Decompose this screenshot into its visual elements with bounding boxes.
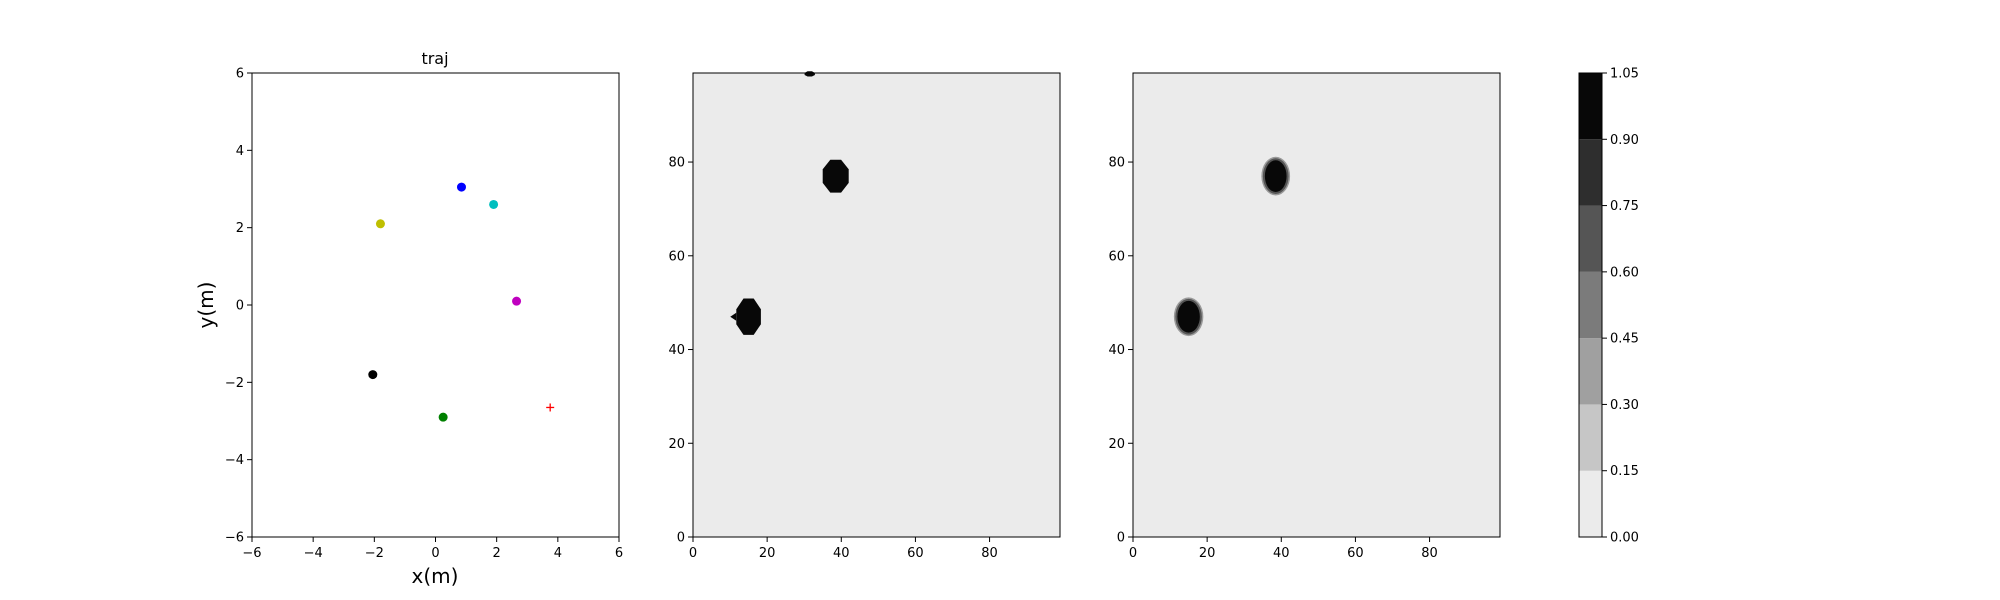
blob-notch bbox=[730, 312, 737, 321]
colorbar-band bbox=[1579, 404, 1602, 471]
y-axis-label: y(m) bbox=[194, 282, 218, 329]
colorbar-tick-label: 0.90 bbox=[1610, 133, 1639, 148]
traj-scatter-panel: traj −6 −4 −2 0 2 4 6 −6 −4 −2 0 2 4 6 x(m) y(m) bbox=[194, 49, 623, 588]
colorbar-tick-label: 0.75 bbox=[1610, 199, 1639, 214]
x-tick-label: 60 bbox=[1347, 546, 1364, 561]
axes-frame bbox=[692, 72, 1061, 538]
y-tick-label: 20 bbox=[1108, 437, 1125, 452]
x-tick-label: 40 bbox=[833, 546, 850, 561]
blob bbox=[736, 298, 761, 335]
y-tick-label: 20 bbox=[668, 437, 685, 452]
colorbar-band bbox=[1579, 338, 1602, 405]
x-tick-label: 2 bbox=[493, 546, 501, 561]
x-tick-label: 40 bbox=[1273, 546, 1290, 561]
x-tick-label: 0 bbox=[1129, 546, 1137, 561]
y-tick-label: −6 bbox=[225, 531, 244, 546]
y-tick-label: 80 bbox=[668, 156, 685, 171]
x-axis-ticks: 0 20 40 60 80 bbox=[1129, 537, 1438, 561]
colorbar-band bbox=[1579, 470, 1602, 537]
colorbar-ticks: 0.00 0.15 0.30 0.45 0.60 0.75 0.90 1.05 bbox=[1602, 67, 1639, 546]
colorbar-frame bbox=[1578, 72, 1603, 538]
blob-core bbox=[1177, 300, 1200, 333]
colorbar-tick-label: 0.30 bbox=[1610, 398, 1639, 413]
x-tick-label: −2 bbox=[365, 546, 384, 561]
x-tick-label: −4 bbox=[304, 546, 323, 561]
scatter-points bbox=[368, 182, 555, 422]
y-tick-label: 0 bbox=[1117, 531, 1125, 546]
colorbar-band bbox=[1579, 73, 1602, 140]
x-tick-label: 20 bbox=[759, 546, 776, 561]
y-tick-label: 0 bbox=[677, 531, 685, 546]
x-tick-label: 6 bbox=[615, 546, 623, 561]
y-axis-ticks: 0 20 40 60 80 bbox=[1108, 156, 1133, 546]
x-tick-label: 20 bbox=[1199, 546, 1216, 561]
y-tick-label: 0 bbox=[236, 299, 244, 314]
y-axis-ticks: −6 −4 −2 0 2 4 6 bbox=[225, 67, 252, 546]
blob-core bbox=[1264, 160, 1287, 192]
y-tick-label: 60 bbox=[1108, 249, 1125, 264]
scatter-point bbox=[512, 296, 522, 306]
y-tick-label: 80 bbox=[1108, 156, 1125, 171]
x-tick-label: 0 bbox=[431, 546, 439, 561]
axes-frame bbox=[1132, 72, 1501, 538]
colorbar-band bbox=[1579, 271, 1602, 339]
x-tick-label: 4 bbox=[554, 546, 562, 561]
scatter-point bbox=[456, 182, 466, 192]
scatter-point bbox=[489, 199, 499, 209]
scatter-point bbox=[438, 412, 448, 422]
y-tick-label: 40 bbox=[1108, 343, 1125, 358]
colorbar-tick-label: 0.60 bbox=[1610, 265, 1639, 280]
heatmap-blobs bbox=[1173, 156, 1291, 337]
plus-marker bbox=[546, 403, 555, 412]
y-tick-label: −4 bbox=[225, 453, 244, 468]
x-tick-label: 60 bbox=[907, 546, 924, 561]
heatmap-blobs bbox=[730, 71, 849, 335]
colorbar-band bbox=[1579, 205, 1602, 272]
colorbar-bands bbox=[1579, 73, 1602, 537]
chart-title: traj bbox=[421, 49, 448, 68]
heatmap-panel-2: 0 20 40 60 80 0 20 40 60 80 bbox=[1108, 72, 1501, 561]
plot-area bbox=[252, 73, 619, 537]
y-tick-label: 6 bbox=[236, 67, 244, 82]
x-tick-label: 0 bbox=[689, 546, 697, 561]
x-tick-label: 80 bbox=[1421, 546, 1438, 561]
colorbar-tick-label: 0.45 bbox=[1610, 332, 1639, 347]
x-axis-label: x(m) bbox=[412, 564, 459, 588]
blob bbox=[804, 71, 815, 77]
y-tick-label: 2 bbox=[236, 221, 244, 236]
scatter-point bbox=[375, 219, 385, 229]
y-tick-label: 4 bbox=[236, 144, 244, 159]
y-axis-ticks: 0 20 40 60 80 bbox=[668, 156, 693, 546]
y-tick-label: −2 bbox=[225, 376, 244, 391]
blob bbox=[822, 159, 849, 193]
heatmap-panel-1: 0 20 40 60 80 0 20 40 60 80 bbox=[668, 71, 1061, 561]
x-tick-label: −6 bbox=[242, 546, 261, 561]
colorbar-tick-label: 1.05 bbox=[1610, 67, 1639, 82]
y-tick-label: 60 bbox=[668, 249, 685, 264]
y-tick-label: 40 bbox=[668, 343, 685, 358]
x-axis-ticks: 0 20 40 60 80 bbox=[689, 537, 998, 561]
colorbar: 0.00 0.15 0.30 0.45 0.60 0.75 0.90 1.05 bbox=[1578, 67, 1639, 546]
colorbar-tick-label: 0.15 bbox=[1610, 464, 1639, 479]
x-tick-label: 80 bbox=[981, 546, 998, 561]
colorbar-band bbox=[1579, 139, 1602, 206]
scatter-point bbox=[368, 370, 378, 380]
colorbar-tick-label: 0.00 bbox=[1610, 531, 1639, 546]
x-axis-ticks: −6 −4 −2 0 2 4 6 bbox=[242, 537, 623, 561]
